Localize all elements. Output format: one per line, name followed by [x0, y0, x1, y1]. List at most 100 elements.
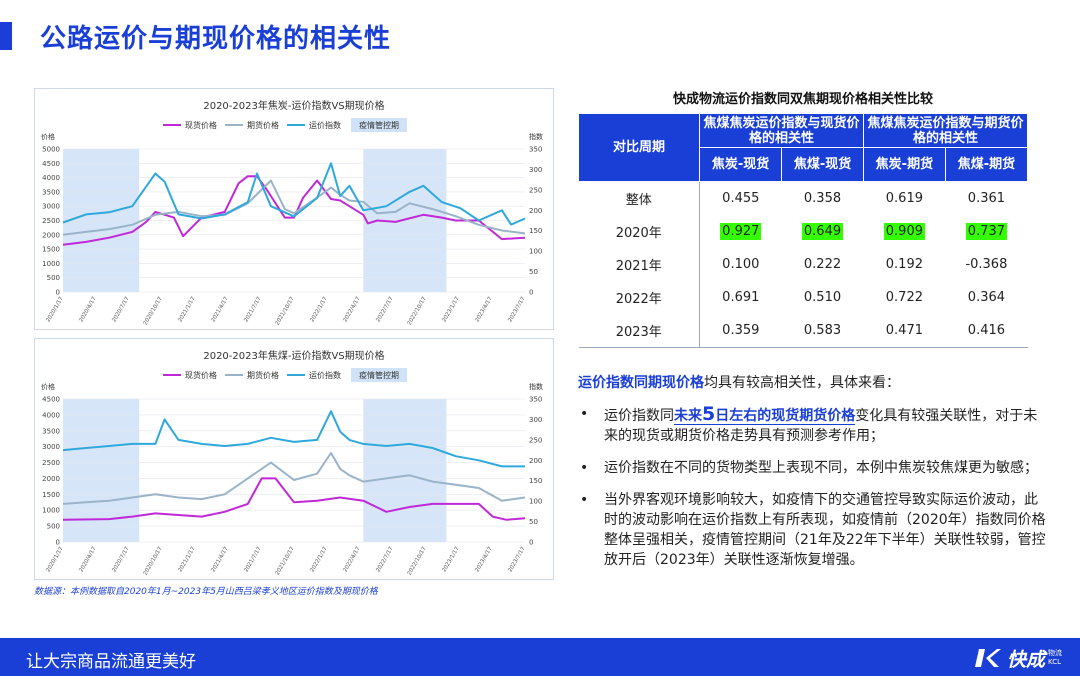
x-tick-label: 2021/1/17 — [177, 296, 197, 324]
table-cell: 0.192 — [885, 257, 923, 272]
y-tick-label-right: 50 — [529, 518, 538, 526]
y-tick-label-left: 4000 — [42, 411, 60, 419]
y-axis-label-right: 指数 — [529, 382, 543, 391]
summary-keyword-index: 运价指数 — [578, 375, 634, 391]
x-tick-label: 2021/7/17 — [243, 546, 263, 574]
y-tick-label-right: 100 — [529, 248, 542, 256]
table-cell: 0.358 — [803, 191, 842, 206]
legend-annotation: 疫情管控期 — [359, 370, 399, 380]
footer-bar: 让大宗商品流通更美好 快成 物流 KCL — [0, 638, 1080, 676]
y-tick-label-left: 4500 — [42, 396, 60, 404]
sub-header-coke-spot: 焦炭-现货 — [698, 147, 783, 182]
sub-header-coal-spot: 焦煤-现货 — [781, 147, 864, 182]
y-tick-label-left: 0 — [56, 289, 60, 297]
table-row: 2021年 0.100 0.222 0.192 -0.368 — [578, 248, 1028, 281]
y-axis-label-left: 价格 — [41, 382, 55, 391]
x-tick-label: 2021/4/17 — [210, 546, 230, 574]
bullet-text: 变化具有较强关联性，对于未来的现货或期货价格走势具有预测参考作用； — [604, 408, 1038, 444]
table-cell: 0.722 — [885, 290, 923, 305]
summary-line: 运价指数同期现价格均具有较高相关性，具体来看： — [578, 372, 900, 392]
legend-entry: 期货价格 — [247, 120, 279, 130]
x-tick-label: 2023/7/17 — [507, 546, 527, 574]
x-tick-label: 2023/4/17 — [474, 296, 494, 324]
series-line — [62, 175, 526, 246]
table-cell: 0.416 — [967, 323, 1006, 338]
y-tick-label-left: 2500 — [42, 217, 60, 225]
x-tick-label: 2023/1/17 — [441, 546, 461, 574]
source-note: 数据源：本例数据取自2020年1月~2023年5月山西吕梁孝义地区运价指数及期现… — [34, 587, 378, 597]
correlation-table: 对比周期 焦煤焦炭运价指数与现货价格的相关性 焦煤焦炭运价指数与期货价格的相关性… — [578, 113, 1029, 348]
table-cell: 0.359 — [722, 323, 760, 338]
y-tick-label-right: 100 — [529, 498, 542, 506]
x-tick-label: 2020/1/17 — [45, 296, 65, 324]
legend-entry: 期货价格 — [247, 370, 279, 380]
emphasis-part: 未来 — [674, 408, 702, 424]
table-cell: 0.364 — [967, 290, 1006, 305]
y-tick-label-left: 1000 — [42, 260, 60, 268]
y-tick-label-left: 3500 — [42, 427, 60, 435]
y-tick-label-right: 150 — [529, 227, 542, 235]
y-tick-label-right: 250 — [529, 436, 542, 444]
row-label: 2020年 — [578, 215, 700, 248]
shaded-period — [363, 399, 447, 542]
x-tick-label: 2021/1/17 — [177, 546, 197, 574]
bullet-list: 运价指数同未来5日左右的现货期货价格变化具有较强关联性，对于未来的现货或期货价格… — [578, 404, 1048, 582]
title-accent-bar — [0, 22, 12, 50]
y-tick-label-right: 0 — [529, 539, 533, 547]
table-cell: 0.510 — [803, 290, 842, 305]
logo-sub-bottom: KCL — [1048, 658, 1061, 666]
x-tick-label: 2021/7/17 — [243, 296, 263, 324]
y-tick-label-left: 1000 — [42, 507, 60, 515]
table-cell: -0.368 — [965, 257, 1008, 272]
x-tick-label: 2020/4/17 — [78, 296, 98, 324]
x-tick-label: 2021/10/17 — [275, 296, 296, 327]
row-label: 2022年 — [578, 281, 700, 314]
logo-sub-top: 物流 — [1048, 649, 1062, 657]
list-item: 运价指数同未来5日左右的现货期货价格变化具有较强关联性，对于未来的现货或期货价格… — [578, 404, 1048, 446]
x-tick-label: 2023/1/17 — [441, 296, 461, 324]
highlighted-cell: 0.737 — [965, 223, 1008, 240]
table-cell: 0.583 — [803, 323, 842, 338]
row-label: 2023年 — [578, 314, 700, 348]
x-tick-label: 2020/1/17 — [45, 546, 65, 574]
x-tick-label: 2021/10/17 — [275, 546, 296, 577]
summary-keyword-price: 同期现价格 — [634, 375, 704, 391]
table-cell: 0.455 — [722, 191, 760, 206]
legend-shade-box — [351, 368, 407, 382]
page-title: 公路运价与期现价格的相关性 — [40, 24, 392, 54]
bullet-text: 运价指数同 — [604, 408, 674, 424]
bullet-text: 运价指数在不同的货物类型上表现不同，本例中焦炭较焦煤更为敏感； — [604, 460, 1038, 476]
x-tick-label: 2020/10/17 — [143, 546, 164, 577]
legend-annotation: 疫情管控期 — [359, 120, 399, 130]
y-tick-label-right: 200 — [529, 207, 542, 215]
y-tick-label-right: 250 — [529, 186, 542, 194]
y-tick-label-left: 1500 — [42, 491, 60, 499]
x-tick-label: 2023/7/17 — [507, 296, 527, 324]
table-row: 2020年 0.927 0.649 0.909 0.737 — [578, 215, 1028, 248]
x-tick-label: 2020/4/17 — [78, 546, 98, 574]
highlighted-cell: 0.649 — [801, 223, 844, 240]
legend-shade-box — [351, 118, 407, 132]
row-label: 2021年 — [578, 248, 700, 281]
x-tick-label: 2020/10/17 — [143, 296, 164, 327]
x-tick-label: 2022/1/17 — [309, 296, 329, 324]
table-cell: 0.471 — [885, 323, 923, 338]
chart-title: 2020-2023年焦炭-运价指数VS期现价格 — [203, 99, 384, 112]
sub-header-coke-futures: 焦炭-期货 — [862, 147, 946, 182]
emphasis-number: 5 — [702, 403, 716, 425]
logo-mark-icon — [974, 649, 1001, 667]
futures-group-header: 焦煤焦炭运价指数与期货价格的相关性 — [862, 113, 1029, 148]
x-tick-label: 2022/10/17 — [407, 546, 428, 577]
y-tick-label-right: 300 — [529, 416, 542, 424]
list-item: 当外界客观环境影响较大，如疫情下的交通管控导致实际运价波动，此时的波动影响在运价… — [578, 490, 1048, 570]
x-tick-label: 2022/10/17 — [407, 296, 428, 327]
x-tick-label: 2022/1/17 — [309, 546, 329, 574]
bullet-text: 当外界客观环境影响较大，如疫情下的交通管控导致实际运价波动，此时的波动影响在运价… — [604, 492, 1046, 568]
x-tick-label: 2022/7/17 — [375, 296, 395, 324]
y-tick-label-left: 1500 — [42, 246, 60, 254]
footer-slogan: 让大宗商品流通更美好 — [26, 652, 196, 672]
legend-entry: 现货价格 — [185, 120, 217, 130]
y-tick-label-left: 500 — [47, 523, 60, 531]
